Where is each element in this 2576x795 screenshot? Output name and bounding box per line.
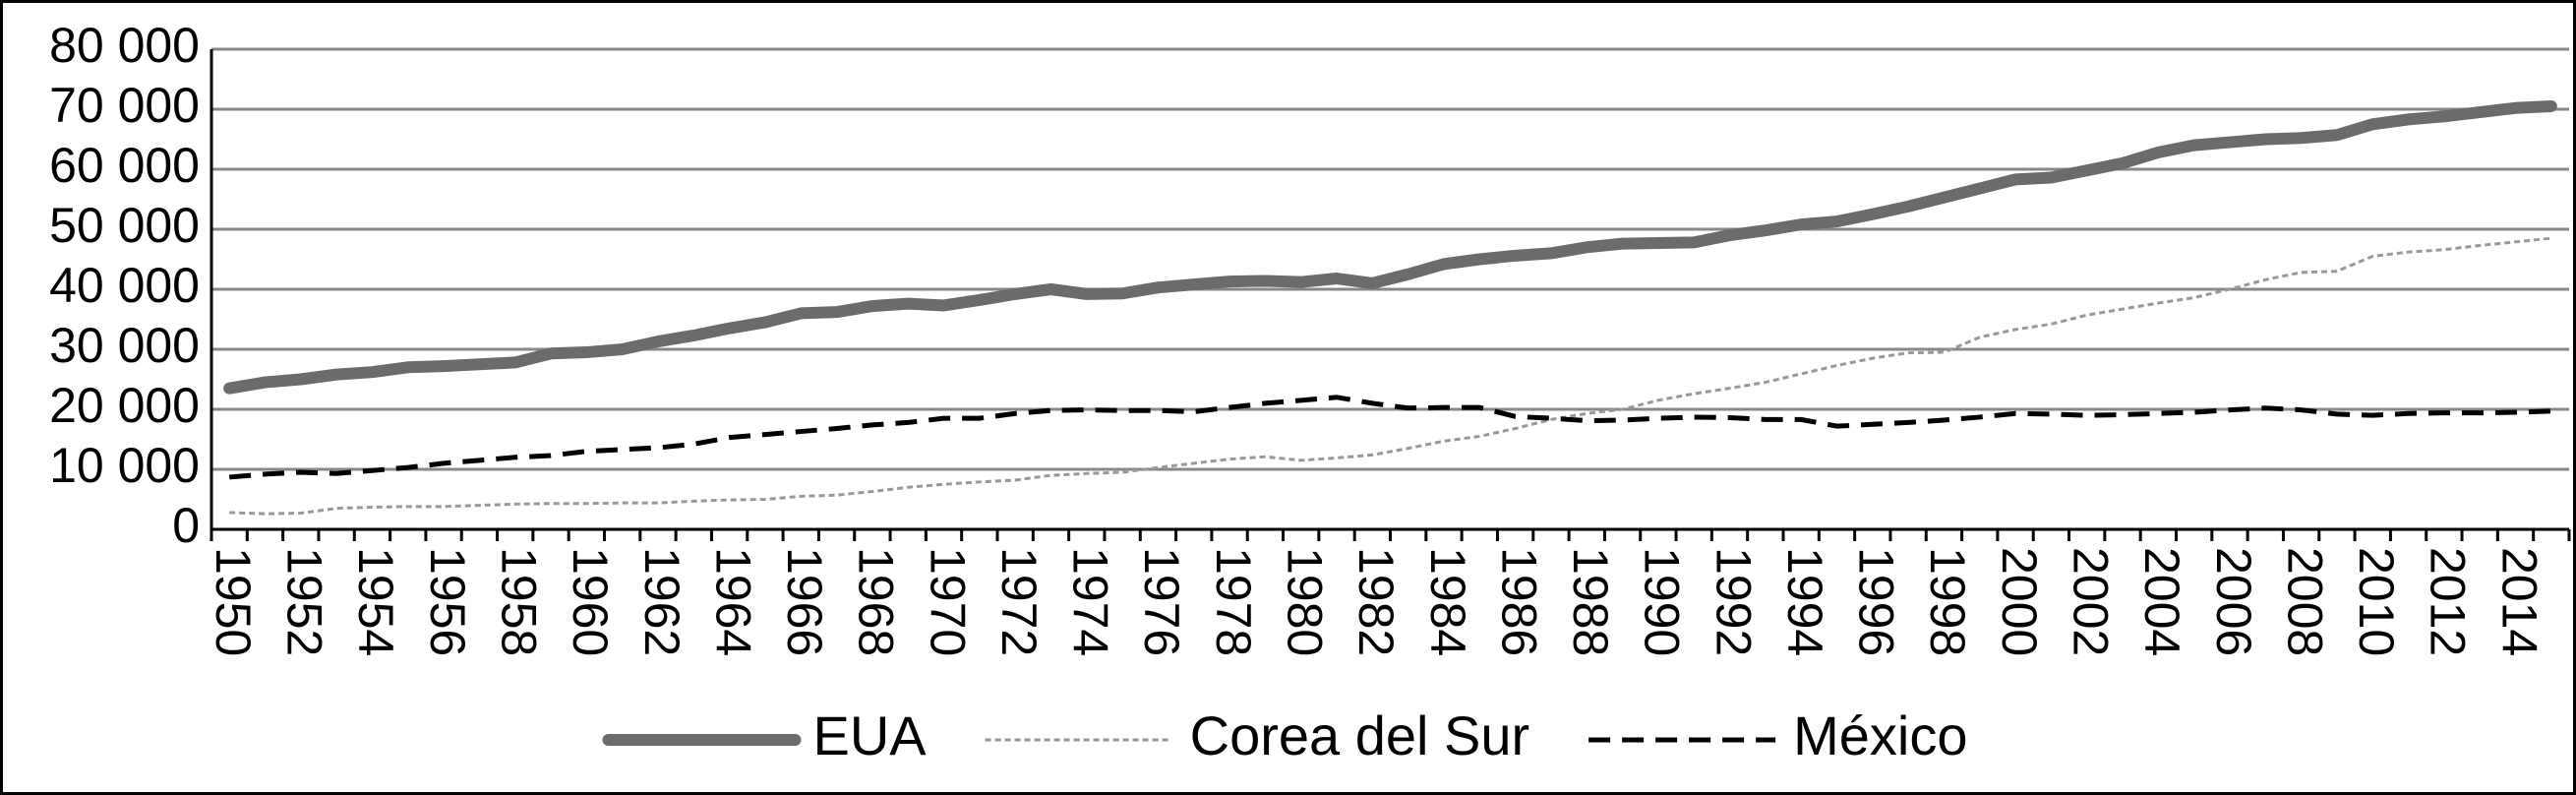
y-tick-label: 50 000 (49, 198, 200, 253)
x-tick-label: 1950 (206, 547, 261, 656)
x-tick-label: 1974 (1063, 547, 1118, 656)
y-tick-label: 10 000 (49, 438, 200, 493)
legend-label: EUA (812, 704, 927, 766)
legend-label: México (1793, 704, 1967, 766)
series-line (229, 236, 2551, 516)
x-tick-label: 1964 (705, 547, 760, 656)
x-tick-label: 2006 (2206, 547, 2261, 656)
x-tick-label: 1962 (634, 547, 689, 656)
x-tick-label: 1958 (492, 547, 547, 656)
y-tick-label: 80 000 (49, 18, 200, 73)
y-tick-label: 0 (172, 498, 200, 553)
legend-label: Corea del Sur (1190, 704, 1530, 766)
y-tick-label: 60 000 (49, 138, 200, 193)
y-tick-label: 70 000 (49, 78, 200, 133)
legend: EUA Corea del Sur México (602, 704, 1968, 766)
x-tick-label: 1992 (1706, 547, 1761, 656)
x-tick-label: 2008 (2277, 547, 2332, 656)
y-tick-label: 30 000 (49, 318, 200, 373)
x-tick-label: 1956 (420, 547, 475, 656)
x-tick-label: 1998 (1920, 547, 1975, 656)
series-line (228, 395, 2551, 480)
x-tick-label: 1988 (1563, 547, 1618, 656)
x-tick-label: 1980 (1278, 547, 1333, 656)
x-tick-label: 2010 (2349, 547, 2404, 656)
x-tick-label: 2002 (2064, 547, 2119, 656)
x-tick-label: 1994 (1777, 547, 1832, 656)
y-tick-label: 40 000 (49, 258, 200, 313)
x-tick-label: 1972 (991, 547, 1047, 656)
x-tick-label: 1990 (1635, 547, 1690, 656)
x-tick-label: 1976 (1134, 547, 1189, 656)
x-tick-label: 1960 (563, 547, 618, 656)
x-tick-label: 1966 (777, 547, 832, 656)
x-tick-label: 2014 (2491, 547, 2546, 656)
y-tick-label: 20 000 (49, 378, 200, 433)
x-tick-label: 1968 (849, 547, 904, 656)
x-tick-label: 2012 (2421, 547, 2476, 656)
x-tick-label: 1970 (920, 547, 975, 656)
x-tick-label: 2004 (2134, 547, 2189, 656)
x-tick-label: 2000 (1992, 547, 2047, 656)
x-tick-label: 1982 (1348, 547, 1404, 656)
x-tick-label: 1986 (1491, 547, 1546, 656)
x-tick-label: 1978 (1206, 547, 1261, 656)
x-tick-label: 1954 (348, 547, 403, 656)
x-tick-label: 1996 (1849, 547, 1904, 656)
x-tick-label: 1984 (1420, 547, 1475, 656)
series-line (223, 99, 2557, 395)
x-tick-label: 1952 (277, 547, 332, 656)
